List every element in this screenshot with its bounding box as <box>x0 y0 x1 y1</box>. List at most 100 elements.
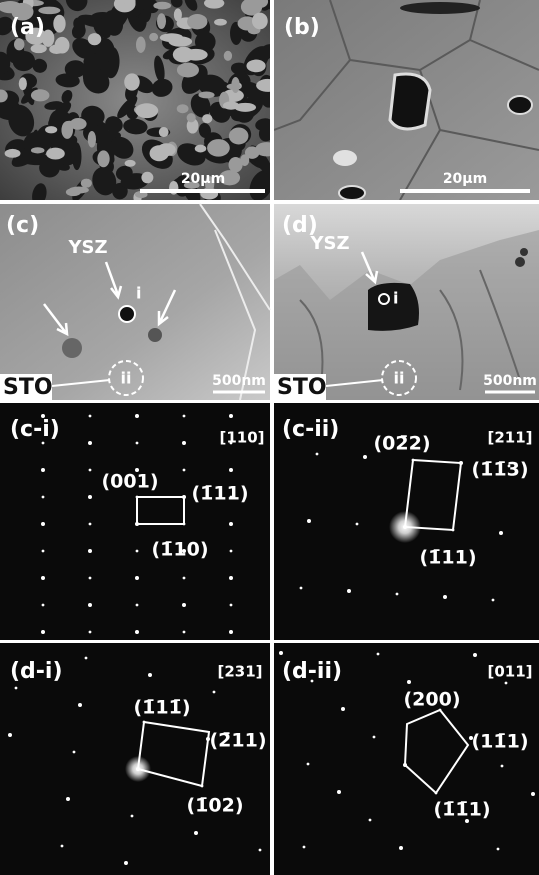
spot-index: (02̄2) <box>373 433 430 455</box>
grain <box>202 114 212 123</box>
diffraction-spot <box>183 631 186 634</box>
grain <box>46 148 65 160</box>
scale-bar-label: 20μm <box>181 171 225 187</box>
diffraction-spot <box>356 523 359 526</box>
grain <box>49 44 64 54</box>
panel-b: (b) 20μm <box>274 0 539 200</box>
diffraction-spot <box>135 630 139 634</box>
diffraction-spot <box>183 469 186 472</box>
diffraction-spot <box>399 846 403 850</box>
diffraction-spot <box>148 673 152 677</box>
diffraction-spot <box>88 603 92 607</box>
diffraction-spot <box>407 680 411 684</box>
site-label: ii <box>121 369 132 388</box>
panel-label: (d-i) <box>10 659 63 684</box>
grain <box>159 127 169 137</box>
grain <box>223 101 239 109</box>
diffraction-spot <box>42 442 45 445</box>
grain <box>153 2 171 10</box>
grain <box>141 172 153 183</box>
panel-label: (d-ii) <box>282 659 342 684</box>
panel-label: (b) <box>284 15 320 40</box>
grain <box>61 121 73 139</box>
diffraction-spot <box>531 792 535 796</box>
zone-axis: [011] <box>487 663 532 681</box>
zone-axis: [110] <box>219 429 264 447</box>
diffraction-spot <box>89 415 92 418</box>
diffraction-spot <box>396 593 399 596</box>
diffraction-spot <box>303 846 306 849</box>
panel-label: (a) <box>10 15 45 40</box>
spot-index: (2̄11) <box>209 730 266 752</box>
site-label: i <box>136 284 141 303</box>
diffraction-spot <box>88 441 92 445</box>
diffraction-spot <box>194 831 198 835</box>
grain <box>211 140 220 154</box>
figure: (a) 20μm (b) 20μm (c) YSZ i ii <box>0 0 539 875</box>
diffraction-spot <box>499 531 503 535</box>
diffraction-spot <box>89 469 92 472</box>
grain <box>66 188 81 196</box>
grain <box>246 60 265 73</box>
diffraction-spot <box>124 861 128 865</box>
grain <box>31 89 49 101</box>
diffraction-spot <box>135 576 139 580</box>
scale-bar-label: 20μm <box>443 171 487 187</box>
grain <box>81 178 92 187</box>
phase-label: YSZ <box>309 233 349 254</box>
diffraction-spot <box>66 797 70 801</box>
diffraction-spot <box>42 550 45 553</box>
diffraction-spot <box>41 630 45 634</box>
diffraction-spot <box>363 455 367 459</box>
spot-index: (200) <box>403 689 460 711</box>
grain <box>214 19 227 26</box>
diffraction-spot <box>136 550 139 553</box>
grain <box>19 77 27 90</box>
diffraction-spot <box>8 733 12 737</box>
grain <box>5 149 21 158</box>
diffraction-spot <box>501 765 504 768</box>
diffraction-spot <box>88 549 92 553</box>
diffraction-spot <box>229 576 233 580</box>
diffraction-spot <box>131 815 134 818</box>
grain <box>177 104 189 113</box>
panel-d: (d) YSZ i ii STO 500nm <box>274 204 539 400</box>
diffraction-spot <box>15 687 18 690</box>
grain <box>195 145 206 153</box>
site-label: i <box>393 289 398 308</box>
diffraction-spot <box>337 790 341 794</box>
tem-image <box>0 204 270 400</box>
diffraction-spot <box>473 653 477 657</box>
diffraction-spot <box>42 496 45 499</box>
grain <box>252 13 268 30</box>
diffraction-spot <box>316 453 319 456</box>
panel-c: (c) YSZ i ii STO 500nm <box>0 204 270 400</box>
diffraction-spot <box>78 703 82 707</box>
phase-label: YSZ <box>67 237 107 258</box>
diffraction-spot <box>492 599 495 602</box>
grain <box>125 160 136 167</box>
grain <box>177 63 199 78</box>
grain <box>38 7 60 15</box>
diffraction-spot <box>373 736 376 739</box>
site-label: ii <box>394 369 405 388</box>
spot-index: (1̄11) <box>191 483 248 505</box>
diffraction-spot <box>229 414 233 418</box>
grain <box>198 92 214 99</box>
diffraction-spot <box>85 657 88 660</box>
grain <box>136 36 146 52</box>
diffraction-spot <box>230 550 233 553</box>
zone-axis: [211] <box>487 429 532 447</box>
diffraction-spot <box>279 651 283 655</box>
scale-bar-label: 500nm <box>483 373 537 389</box>
grain <box>45 126 57 133</box>
grain <box>14 38 24 50</box>
diffraction-spot <box>300 587 303 590</box>
diffraction-spot <box>136 442 139 445</box>
grain <box>187 14 207 29</box>
diffraction-spot <box>89 577 92 580</box>
grain <box>157 143 175 156</box>
panel-label: (c) <box>6 213 39 238</box>
spot-index: (1̄11) <box>419 547 476 569</box>
panel-label: (c-ii) <box>282 417 339 442</box>
